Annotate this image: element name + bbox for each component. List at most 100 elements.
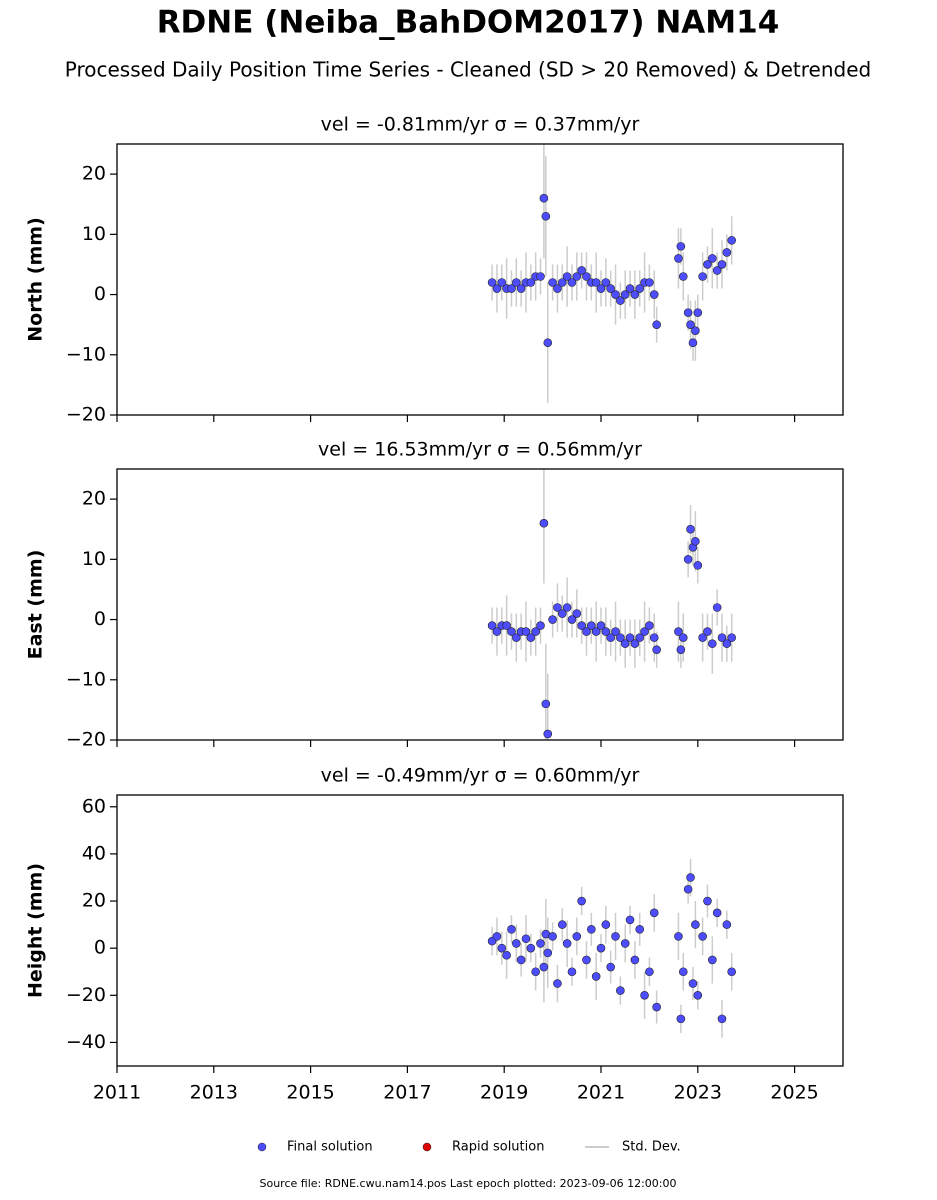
panel: vel = -0.49mm/yr σ = 0.60mm/yr Height (mm… xyxy=(25,765,844,1104)
data-point xyxy=(572,932,582,941)
data-point xyxy=(645,278,654,287)
data-point xyxy=(553,603,562,612)
axes-frame xyxy=(116,143,844,416)
data-point xyxy=(591,278,601,287)
x-tick-label: 2021 xyxy=(577,1082,625,1104)
data-point xyxy=(521,934,531,944)
data-point xyxy=(596,943,606,953)
x-tick-label: 2023 xyxy=(674,1082,722,1104)
data-point xyxy=(717,260,727,269)
data-point xyxy=(606,633,615,642)
data-point xyxy=(587,925,596,934)
x-tick-label: 2025 xyxy=(770,1082,818,1104)
data-point xyxy=(630,955,640,965)
data-point xyxy=(620,939,630,948)
data-point xyxy=(548,278,557,287)
data-point xyxy=(616,296,625,305)
data-point xyxy=(611,290,620,299)
figure-subtitle: Processed Daily Position Time Series - C… xyxy=(65,58,871,82)
data-point xyxy=(572,272,582,281)
legend-label: Rapid solution xyxy=(452,1140,544,1155)
legend-label: Final solution xyxy=(287,1140,373,1155)
data-point xyxy=(557,920,567,929)
axes-frame xyxy=(116,468,844,741)
data-point xyxy=(676,645,686,654)
data-point xyxy=(625,633,635,642)
y-tick-label: −10 xyxy=(66,668,106,690)
y-tick-label: 20 xyxy=(82,488,106,510)
y-tick-label: −20 xyxy=(66,984,106,1006)
data-point xyxy=(516,955,526,965)
data-point xyxy=(635,925,645,934)
data-point xyxy=(531,967,540,977)
data-point xyxy=(541,211,551,221)
figure-title: RDNE (Neiba_BahDOM2017) NAM14 xyxy=(157,5,780,41)
y-tick-label: 0 xyxy=(94,283,106,305)
data-point xyxy=(625,284,635,293)
y-tick-label: 10 xyxy=(82,548,106,570)
data-point xyxy=(708,254,717,263)
data-point xyxy=(649,290,659,299)
data-point xyxy=(591,627,601,636)
data-point xyxy=(635,633,645,642)
data-point xyxy=(582,955,591,965)
panel-title: vel = -0.49mm/yr σ = 0.60mm/yr xyxy=(321,765,640,787)
data-point xyxy=(698,272,707,281)
data-point xyxy=(567,278,577,287)
data-point xyxy=(674,627,683,636)
axes-frame xyxy=(116,794,844,1067)
y-tick-label: 10 xyxy=(82,223,106,245)
data-point xyxy=(541,699,551,709)
data-point xyxy=(601,278,611,287)
data-point xyxy=(601,920,611,929)
data-point xyxy=(577,266,586,275)
data-point xyxy=(536,621,545,630)
data-point xyxy=(727,633,736,642)
data-point xyxy=(539,518,549,528)
data-point xyxy=(712,603,722,612)
y-tick-label: 0 xyxy=(94,608,106,630)
data-point xyxy=(502,621,511,630)
data-point xyxy=(635,284,645,293)
data-point xyxy=(698,633,707,642)
data-point xyxy=(708,639,717,648)
x-tick-label: 2017 xyxy=(383,1082,431,1104)
data-point xyxy=(727,236,736,245)
y-axis-label: Height (mm) xyxy=(25,863,47,998)
data-point xyxy=(511,278,521,287)
data-point xyxy=(539,193,549,203)
panel-title: vel = 16.53mm/yr σ = 0.56mm/yr xyxy=(318,439,642,461)
data-point xyxy=(507,925,516,934)
data-point xyxy=(548,615,557,624)
data-point xyxy=(567,615,577,624)
data-point xyxy=(562,272,572,281)
x-tick-label: 2011 xyxy=(93,1082,141,1104)
x-tick-label: 2013 xyxy=(190,1082,238,1104)
data-point xyxy=(531,627,540,636)
data-point xyxy=(606,284,615,293)
data-point xyxy=(492,284,502,293)
y-axis-label: East (mm) xyxy=(25,550,47,660)
data-point xyxy=(722,920,732,929)
data-point xyxy=(717,633,727,642)
data-point xyxy=(596,284,606,293)
data-point xyxy=(543,338,553,348)
data-point xyxy=(691,536,700,546)
data-point xyxy=(497,943,507,953)
y-tick-label: 40 xyxy=(82,842,106,864)
data-point xyxy=(606,962,615,972)
data-point xyxy=(507,284,516,293)
data-point xyxy=(698,932,707,941)
data-point xyxy=(686,320,695,329)
data-point xyxy=(683,555,693,564)
data-point xyxy=(683,884,693,894)
data-point xyxy=(543,729,553,739)
y-tick-label: 20 xyxy=(82,163,106,185)
data-point xyxy=(536,939,545,948)
data-point xyxy=(543,948,553,958)
panel: vel = 16.53mm/yr σ = 0.56mm/yr East (mm)−… xyxy=(25,439,844,751)
data-point xyxy=(562,939,572,948)
data-point xyxy=(567,967,577,977)
data-point xyxy=(683,308,693,317)
